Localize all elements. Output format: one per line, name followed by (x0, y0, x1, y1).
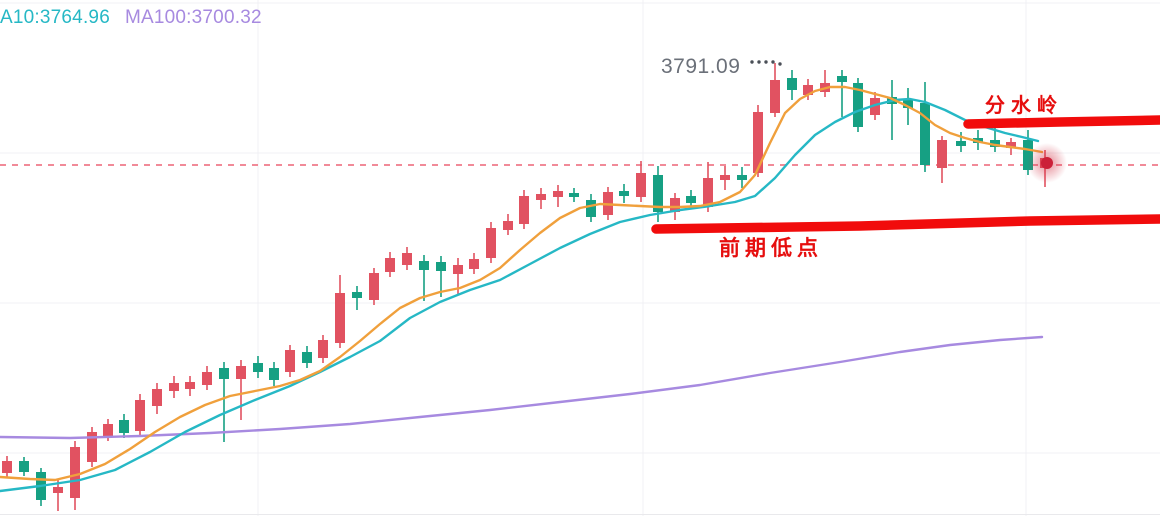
candle-body (236, 366, 246, 379)
watershed-level (963, 115, 1160, 129)
candle-body (302, 352, 312, 363)
candle-body (135, 400, 145, 431)
candle-body (453, 265, 463, 274)
candle-body (787, 78, 797, 90)
candle-body (469, 259, 479, 269)
candle-body (753, 112, 763, 173)
candles (2, 63, 1050, 511)
candle-body (185, 382, 195, 389)
candle-body (53, 487, 63, 493)
candle-body (385, 258, 395, 272)
candle-body (937, 140, 947, 168)
peak-price-label: 3791.09 (661, 55, 741, 78)
candle-body (853, 83, 863, 127)
candle-body (103, 424, 113, 437)
watershed-annotation-text: 分水岭 (985, 95, 1063, 117)
candle-body (169, 383, 179, 391)
ma10-cyan-line (0, 97, 1040, 493)
candle-body (486, 228, 496, 258)
candle-body (269, 368, 279, 380)
candle-body (653, 175, 663, 212)
candle-body (703, 178, 713, 207)
previous-low-level (651, 214, 1160, 234)
candle-body (636, 173, 646, 197)
candle-body (1006, 142, 1016, 148)
candle-body (619, 191, 629, 196)
candle-body (436, 262, 446, 271)
candle-body (152, 389, 162, 406)
candle-body (686, 196, 696, 203)
candle-body (870, 98, 880, 115)
candle-body (352, 292, 362, 298)
candle-body (536, 194, 546, 200)
candle-body (503, 221, 513, 230)
candle-body (318, 340, 328, 358)
candle-body (369, 273, 379, 300)
candle-body (956, 141, 966, 146)
ma10-value-label: A10:3764.96 (0, 7, 110, 28)
candle-body (920, 103, 930, 165)
chart-bottom-border (0, 514, 1160, 515)
candle-body (990, 140, 1000, 147)
candle-body (569, 193, 579, 197)
candle-body (87, 432, 97, 462)
candle-body (903, 100, 913, 108)
moving-average-lines (0, 85, 1044, 493)
candle-body (586, 200, 596, 217)
indicator-legend: A10:3764.96 MA100:3700.32 (0, 7, 262, 29)
candle-body (803, 85, 813, 95)
candle-body (737, 175, 747, 180)
candle-body (519, 196, 529, 224)
ma5-orange-line (0, 85, 1044, 482)
candle-body (119, 420, 129, 433)
candle-body (219, 368, 229, 379)
candle-body (837, 76, 847, 82)
candle-body (335, 293, 345, 343)
ma100-value-label: MA100:3700.32 (124, 7, 262, 28)
candle-body (285, 350, 295, 372)
candle-body (770, 80, 780, 113)
candle-body (70, 447, 80, 498)
ma100-purple-line (0, 335, 1044, 440)
hand-drawn-level-lines (651, 115, 1160, 234)
candle-body (419, 261, 429, 270)
candle-body (253, 363, 263, 372)
candle-body (1023, 140, 1033, 170)
candle-body (2, 461, 12, 473)
candle-body (402, 253, 412, 265)
candle-body (202, 372, 212, 385)
candle-body (19, 461, 29, 472)
candle-body (670, 198, 680, 212)
peak-leader-dots (750, 60, 782, 66)
price-glow-marker (1027, 143, 1067, 183)
candle-body (553, 191, 563, 197)
candle-body (720, 175, 730, 180)
previous-low-annotation-text: 前期低点 (719, 237, 823, 260)
